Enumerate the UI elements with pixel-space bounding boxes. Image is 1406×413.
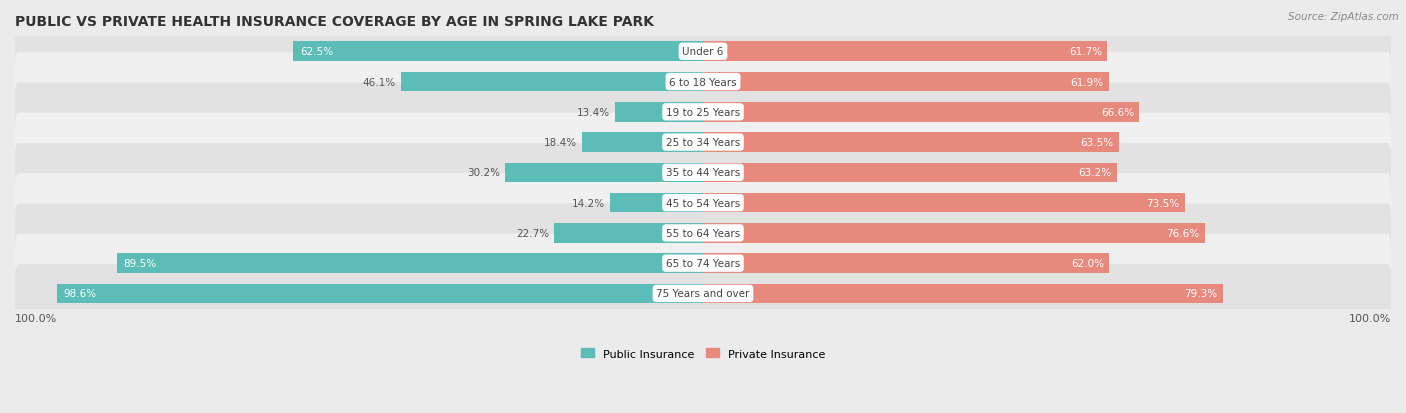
Bar (703, 223, 1205, 243)
Bar (401, 73, 703, 92)
Text: 30.2%: 30.2% (467, 168, 501, 178)
Text: 79.3%: 79.3% (1184, 289, 1218, 299)
Bar (703, 163, 1118, 183)
Text: 35 to 44 Years: 35 to 44 Years (666, 168, 740, 178)
Text: 63.2%: 63.2% (1078, 168, 1112, 178)
Text: 100.0%: 100.0% (1348, 313, 1391, 323)
Text: 66.6%: 66.6% (1101, 107, 1135, 118)
Bar (117, 254, 703, 273)
Text: 73.5%: 73.5% (1146, 198, 1180, 208)
Text: 55 to 64 Years: 55 to 64 Years (666, 228, 740, 238)
Text: 22.7%: 22.7% (516, 228, 548, 238)
FancyBboxPatch shape (15, 204, 1391, 263)
Text: 89.5%: 89.5% (124, 259, 156, 268)
Bar (582, 133, 703, 152)
Text: Under 6: Under 6 (682, 47, 724, 57)
Text: 19 to 25 Years: 19 to 25 Years (666, 107, 740, 118)
Text: 14.2%: 14.2% (572, 198, 605, 208)
FancyBboxPatch shape (15, 144, 1391, 202)
FancyBboxPatch shape (15, 264, 1391, 323)
FancyBboxPatch shape (15, 23, 1391, 81)
Bar (616, 103, 703, 122)
Text: 46.1%: 46.1% (363, 77, 395, 87)
Bar (554, 223, 703, 243)
Text: PUBLIC VS PRIVATE HEALTH INSURANCE COVERAGE BY AGE IN SPRING LAKE PARK: PUBLIC VS PRIVATE HEALTH INSURANCE COVER… (15, 15, 654, 29)
Text: 61.7%: 61.7% (1069, 47, 1102, 57)
Bar (703, 73, 1108, 92)
Text: 13.4%: 13.4% (576, 107, 610, 118)
Text: 62.0%: 62.0% (1071, 259, 1104, 268)
Text: 63.5%: 63.5% (1081, 138, 1114, 148)
Text: 75 Years and over: 75 Years and over (657, 289, 749, 299)
Bar (703, 193, 1185, 213)
Text: 100.0%: 100.0% (15, 313, 58, 323)
Text: 18.4%: 18.4% (544, 138, 578, 148)
Bar (610, 193, 703, 213)
Text: 65 to 74 Years: 65 to 74 Years (666, 259, 740, 268)
FancyBboxPatch shape (15, 234, 1391, 293)
Bar (703, 284, 1223, 304)
Bar (505, 163, 703, 183)
FancyBboxPatch shape (15, 83, 1391, 142)
Bar (703, 254, 1109, 273)
Text: 76.6%: 76.6% (1167, 228, 1199, 238)
FancyBboxPatch shape (15, 174, 1391, 233)
Text: 98.6%: 98.6% (63, 289, 97, 299)
Bar (703, 42, 1108, 62)
Text: 61.9%: 61.9% (1070, 77, 1104, 87)
Text: 6 to 18 Years: 6 to 18 Years (669, 77, 737, 87)
FancyBboxPatch shape (15, 114, 1391, 172)
FancyBboxPatch shape (15, 53, 1391, 112)
Text: 25 to 34 Years: 25 to 34 Years (666, 138, 740, 148)
Text: Source: ZipAtlas.com: Source: ZipAtlas.com (1288, 12, 1399, 22)
Bar (703, 133, 1119, 152)
Text: 45 to 54 Years: 45 to 54 Years (666, 198, 740, 208)
Bar (703, 103, 1139, 122)
Bar (56, 284, 703, 304)
Bar (294, 42, 703, 62)
Text: 62.5%: 62.5% (299, 47, 333, 57)
Legend: Public Insurance, Private Insurance: Public Insurance, Private Insurance (576, 344, 830, 363)
